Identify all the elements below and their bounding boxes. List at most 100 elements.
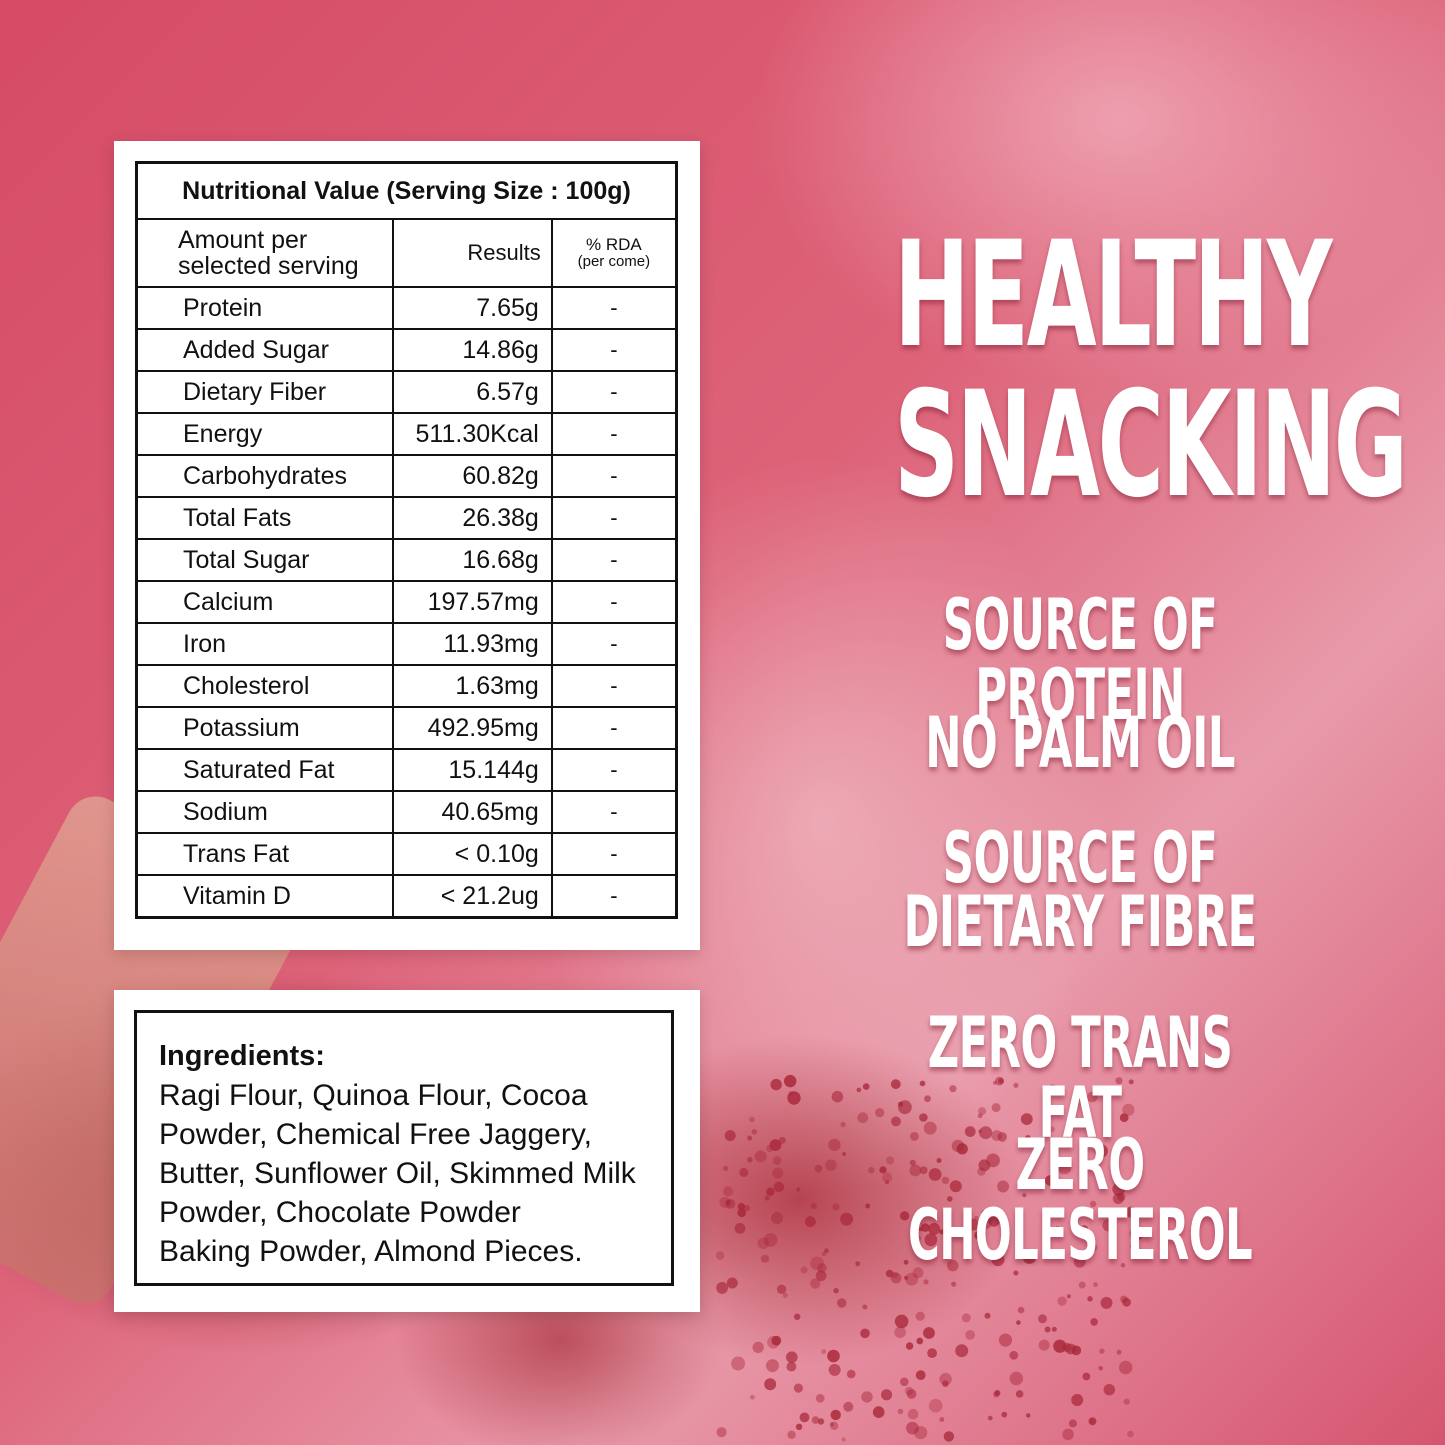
- grain-dot: [1073, 1255, 1086, 1268]
- grain-dot: [1087, 1296, 1093, 1302]
- nutrient-value: 60.82g: [391, 454, 553, 498]
- nutrition-row: Protein 7.65g -: [135, 286, 678, 330]
- claim-source-of: SOURCE OF: [942, 817, 1218, 899]
- grain-dot: [737, 1208, 746, 1218]
- grain-dot: [763, 1233, 778, 1247]
- grain-dot: [1112, 1182, 1126, 1196]
- nutrient-value: 16.68g: [391, 538, 553, 582]
- grain-dot: [899, 1211, 910, 1221]
- nutrition-row: Calcium 197.57mg -: [135, 580, 678, 624]
- grain-dot: [776, 1284, 787, 1295]
- grain-dot: [843, 1401, 854, 1412]
- grain-dot: [771, 1335, 782, 1346]
- ingredients-line: Powder, Chemical Free Jaggery,: [159, 1118, 592, 1151]
- nutrient-value: 197.57mg: [391, 580, 553, 624]
- grain-dot: [716, 1427, 727, 1438]
- grain-dot: [760, 1254, 770, 1263]
- grain-dot: [943, 1431, 955, 1442]
- grain-dot: [1089, 1243, 1098, 1252]
- grain-dot: [974, 1231, 983, 1240]
- grain-dot: [965, 1330, 975, 1340]
- nutrient-rda: -: [550, 832, 678, 876]
- grain-dot: [1066, 1294, 1071, 1299]
- grain-dot: [1103, 1384, 1116, 1396]
- grain-dot: [886, 1156, 895, 1165]
- grain-dot: [724, 1130, 736, 1142]
- grain-dot: [882, 1172, 893, 1183]
- headline-line1: HEALTHY: [894, 210, 1333, 380]
- grain-dot: [978, 1107, 987, 1116]
- grain-dot: [782, 1292, 788, 1298]
- grain-dot: [1123, 1398, 1130, 1405]
- grain-dot: [890, 1272, 902, 1284]
- nutrient-value: 40.65mg: [391, 790, 553, 834]
- grain-dot: [815, 1393, 825, 1403]
- grain-dot: [824, 1248, 829, 1254]
- grain-dot: [904, 1386, 914, 1396]
- grain-dot: [936, 1158, 942, 1163]
- grain-dot: [890, 1079, 901, 1090]
- nutrient-value: 6.57g: [391, 370, 553, 414]
- grain-dot: [757, 1237, 770, 1249]
- grain-dot: [1089, 1200, 1097, 1208]
- nutrient-value: 26.38g: [391, 496, 553, 540]
- grain-dot: [770, 1078, 782, 1091]
- grain-dot: [963, 1236, 969, 1242]
- nutrient-name: Sodium: [135, 790, 394, 834]
- grain-dot: [815, 1270, 827, 1282]
- grain-dot: [979, 1216, 993, 1229]
- nutrition-panel: Nutritional Value (Serving Size : 100g) …: [114, 141, 700, 950]
- grain-dot: [800, 1266, 808, 1274]
- grain-dot: [747, 1157, 753, 1163]
- claim-zero-cholesterol: ZERO CHOLESTEROL: [907, 1124, 1253, 1276]
- grain-dot: [981, 1209, 989, 1217]
- grain-dot: [987, 1415, 993, 1421]
- nutrition-row: Dietary Fiber 6.57g -: [135, 370, 678, 414]
- claims-section: HEALTHY SNACKING SOURCE OF PROTEIN NO PA…: [780, 210, 1408, 1270]
- grain-dot: [764, 1378, 777, 1391]
- nutrient-rda: -: [550, 496, 678, 540]
- grain-dot: [846, 1369, 856, 1379]
- grain-dot: [1065, 1140, 1073, 1148]
- grain-dot: [956, 1143, 968, 1155]
- grain-dot: [994, 1390, 1001, 1397]
- grain-dot: [860, 1328, 870, 1339]
- grain-dot: [914, 1426, 928, 1440]
- grain-dot: [991, 1130, 1003, 1141]
- grain-dot: [947, 1259, 959, 1272]
- grain-dot: [979, 1126, 993, 1140]
- grain-dot: [1120, 1263, 1126, 1268]
- grain-dot: [995, 1076, 1004, 1086]
- nutrient-value: 14.86g: [391, 328, 553, 372]
- grain-dot: [814, 1164, 823, 1173]
- grain-dot: [830, 1421, 839, 1431]
- grain-dot: [993, 1391, 1000, 1398]
- grain-dot: [793, 1383, 804, 1393]
- grain-dot: [861, 1391, 873, 1403]
- grain-dot: [786, 1351, 798, 1363]
- nutrient-name: Energy: [135, 412, 394, 456]
- grain-dot: [754, 1150, 767, 1163]
- grain-dot: [743, 1204, 751, 1212]
- grain-dot: [1074, 1089, 1080, 1094]
- grain-dot: [788, 1091, 794, 1096]
- grain-dot: [1026, 1413, 1031, 1418]
- nutrient-name: Dietary Fiber: [135, 370, 394, 414]
- nutrient-name: Vitamin D: [135, 874, 394, 919]
- nutrient-name: Calcium: [135, 580, 394, 624]
- grain-dot: [734, 1223, 746, 1234]
- grain-dot: [919, 1113, 928, 1122]
- grain-dot: [905, 1342, 914, 1350]
- nutrient-rda: -: [550, 622, 678, 666]
- nutrient-rda: -: [550, 748, 678, 792]
- grain-dot: [827, 1349, 840, 1363]
- nutrient-rda: -: [550, 664, 678, 708]
- grain-dot: [772, 1167, 784, 1179]
- grain-dot: [904, 1275, 909, 1280]
- nutrient-value: 7.65g: [391, 286, 553, 330]
- grain-dot: [1090, 1318, 1098, 1326]
- grain-dot: [928, 1168, 942, 1181]
- nutrient-rda: -: [550, 706, 678, 750]
- grain-dot: [857, 1112, 869, 1124]
- grain-dot: [964, 1126, 976, 1137]
